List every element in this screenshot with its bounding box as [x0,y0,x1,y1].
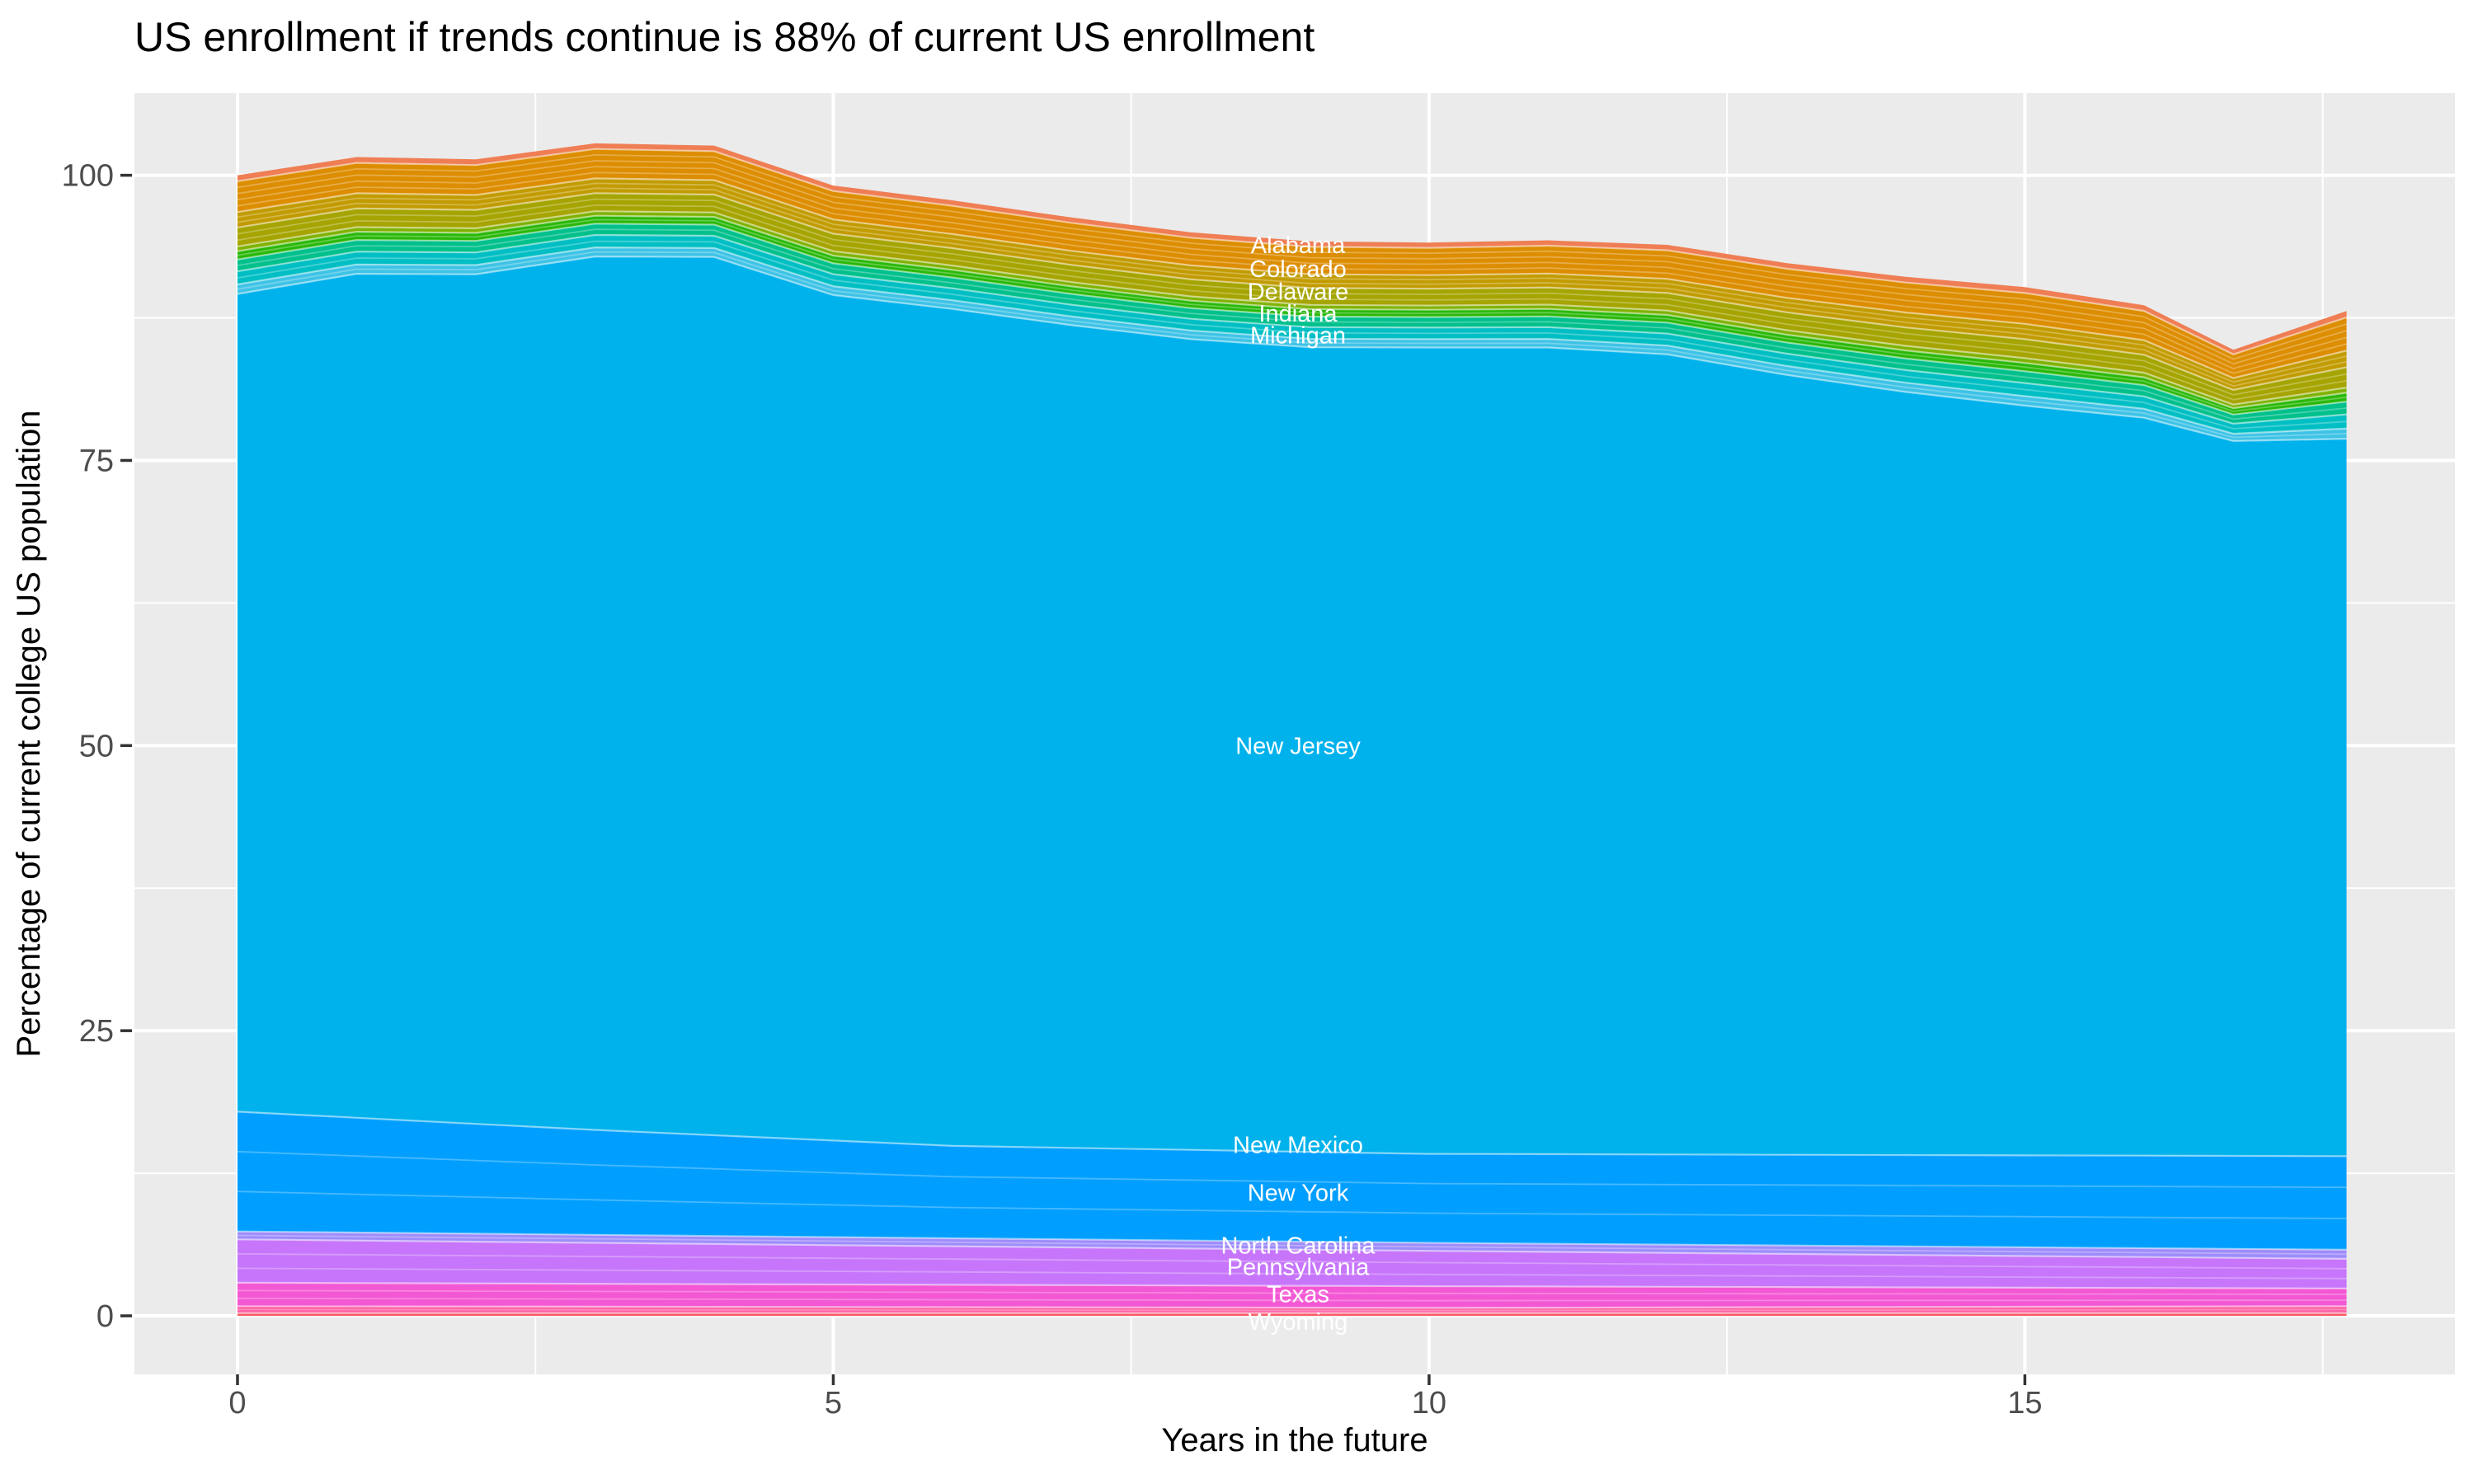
band-cyan [238,256,2347,1157]
band-boundary [237,192,2347,392]
band-substripe [237,204,2347,401]
band-substripe [237,166,2347,370]
band-boundary [237,148,2347,355]
band-substripe [237,228,2347,420]
axis-tick-labels: 0 25 50 75 100 0 5 10 15 [62,159,2043,1421]
band-olive [238,193,2347,405]
band-boundary [237,177,2347,379]
band-substripe [237,182,2347,383]
state-label-texas: Texas [1267,1282,1329,1308]
band-substripe [237,153,2347,360]
band-substripe [237,1234,2347,1256]
state-label-colorado: Colorado [1249,256,1347,283]
band-emerald [238,223,2347,424]
band-orange [238,148,2347,378]
band-teal [238,235,2347,434]
state-label-michigan: Michigan [1250,322,1346,349]
band-substripe [237,198,2347,396]
band-boundary [237,210,2347,406]
chart-title: US enrollment if trends continue is 88% … [134,14,1315,60]
band-boundary [237,1281,2347,1289]
band-yellowgreen [238,211,2347,409]
band-substripe [237,187,2347,387]
band-boundary [237,246,2347,435]
state-label-new-mexico: New Mexico [1233,1133,1363,1159]
state-label-delaware: Delaware [1248,279,1349,306]
band-lightcyan [238,247,2347,441]
band-boundary [237,255,2347,443]
area-stack [238,143,2347,1316]
band-substripe [237,218,2347,412]
axis-tick-marks [120,173,2027,1385]
x-tick-label: 15 [2007,1386,2042,1421]
band-boundary [237,1230,2347,1251]
state-label-wyoming: Wyoming [1249,1309,1348,1336]
band-substripe [237,1289,2347,1295]
band-violet [238,1239,2347,1289]
state-label-new-york: New York [1248,1181,1349,1207]
y-tick-label: 25 [79,1014,114,1049]
band-substripe [237,1267,2347,1280]
band-substripe [237,1308,2347,1312]
y-tick-label: 0 [96,1299,114,1334]
band-substripe [237,1150,2347,1189]
band-substripe [237,1297,2347,1302]
x-tick-label: 5 [825,1386,842,1421]
band-substripe [237,1253,2347,1270]
state-label-new-jersey: New Jersey [1235,733,1361,759]
band-substripe [237,251,2347,439]
band-blue [238,1111,2347,1250]
band-boundary [237,1111,2347,1158]
band-boundary [237,233,2347,425]
y-tick-label: 100 [62,159,114,194]
y-axis-title: Percentage of current college US populat… [11,411,47,1058]
x-axis-title: Years in the future [1161,1422,1427,1458]
band-mustard [238,178,2347,390]
x-tick-label: 0 [228,1386,246,1421]
band-boundary [237,1305,2347,1309]
band-lavender [238,1231,2347,1259]
y-tick-label: 50 [79,729,114,763]
state-label-pennsylvania: Pennsylvania [1227,1255,1370,1281]
band-boundary [237,214,2347,410]
band-boundary [237,223,2347,416]
band-boundary-lines [237,148,2347,1314]
band-magenta [238,1282,2347,1308]
band-substripe [237,240,2347,430]
state-label-alabama: Alabama [1251,232,1346,259]
y-tick-label: 75 [79,444,114,478]
band-boundary [237,1238,2347,1260]
band-substripe [237,1190,2347,1219]
state-label-north-carolina: North Carolina [1221,1233,1376,1259]
band-substripe [237,171,2347,374]
state-label-indiana: Indiana [1258,301,1338,327]
x-tick-label: 10 [1412,1386,1446,1421]
band-substripe [237,160,2347,365]
